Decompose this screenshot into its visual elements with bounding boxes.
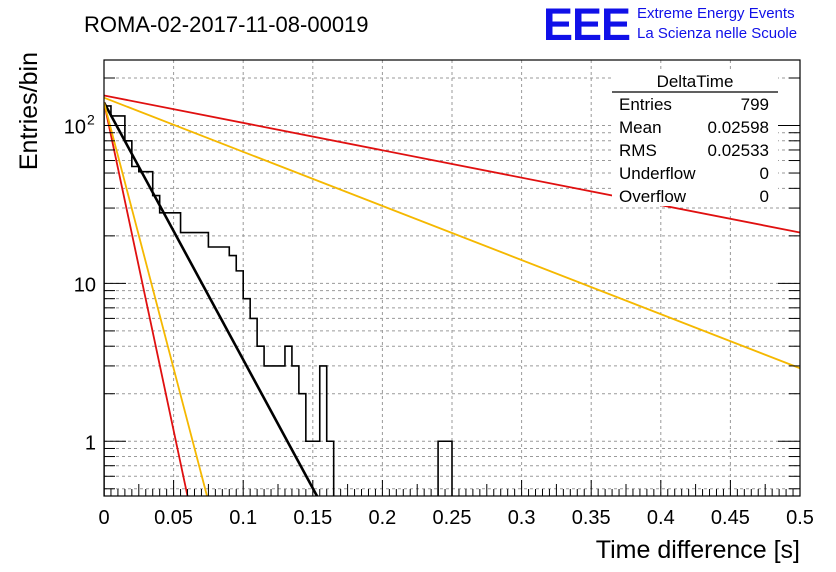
stats-label-underflow: Underflow (619, 164, 696, 183)
stats-label-rms: RMS (619, 141, 657, 160)
stats-title: DeltaTime (657, 72, 734, 91)
stats-label-mean: Mean (619, 118, 662, 137)
fit-line-0 (104, 101, 319, 496)
chart-title: ROMA-02-2017-11-08-00019 (84, 12, 369, 37)
fit-line-4 (104, 102, 208, 496)
x-tick-label: 0.05 (154, 507, 193, 529)
fit-line-1 (104, 94, 800, 234)
y-tick-label-exponent: 2 (87, 112, 95, 128)
x-axis: 0 0.05 0.1 0.15 0.2 0.25 0.3 0.35 0.4 0.45 0.5 (98, 480, 814, 529)
x-tick-label: 0 (98, 507, 109, 529)
x-tick-label: 0.1 (229, 507, 257, 529)
histogram (104, 105, 453, 496)
stats-value-mean: 0.02598 (708, 118, 769, 137)
fit-line-3 (104, 102, 189, 496)
stats-value-rms: 0.02533 (708, 141, 769, 160)
eee-logo-line2: La Scienza nelle Scuole (637, 25, 797, 42)
x-tick-label: 0.3 (508, 507, 536, 529)
y-tick-label: 10 (64, 117, 86, 139)
stats-value-underflow: 0 (760, 164, 769, 183)
x-axis-title: Time difference [s] (596, 536, 800, 564)
eee-logo-line1: Extreme Energy Events (637, 5, 795, 22)
stats-box-bg (612, 72, 778, 206)
x-tick-label: 0.2 (368, 507, 396, 529)
fit-line-2 (104, 96, 800, 370)
y-tick-label: 10 (74, 274, 96, 296)
plot-area (104, 94, 800, 496)
x-tick-label: 0.5 (786, 507, 814, 529)
x-tick-label: 0.25 (433, 507, 472, 529)
eee-logo: EEE Extreme Energy Events La Scienza nel… (543, 0, 797, 50)
x-tick-label: 0.4 (647, 507, 675, 529)
stats-label-entries: Entries (619, 95, 672, 114)
stats-box: DeltaTime Entries 799 Mean 0.02598 RMS 0… (612, 72, 778, 206)
x-tick-label: 0.15 (293, 507, 332, 529)
x-tick-label: 0.45 (711, 507, 750, 529)
x-tick-label: 0.35 (572, 507, 611, 529)
stats-label-overflow: Overflow (619, 187, 687, 206)
stats-value-overflow: 0 (760, 187, 769, 206)
stats-value-entries: 799 (741, 95, 769, 114)
eee-logo-text: EEE (543, 0, 630, 50)
y-tick-label: 1 (85, 432, 96, 454)
y-axis-title: Entries/bin (15, 52, 43, 170)
